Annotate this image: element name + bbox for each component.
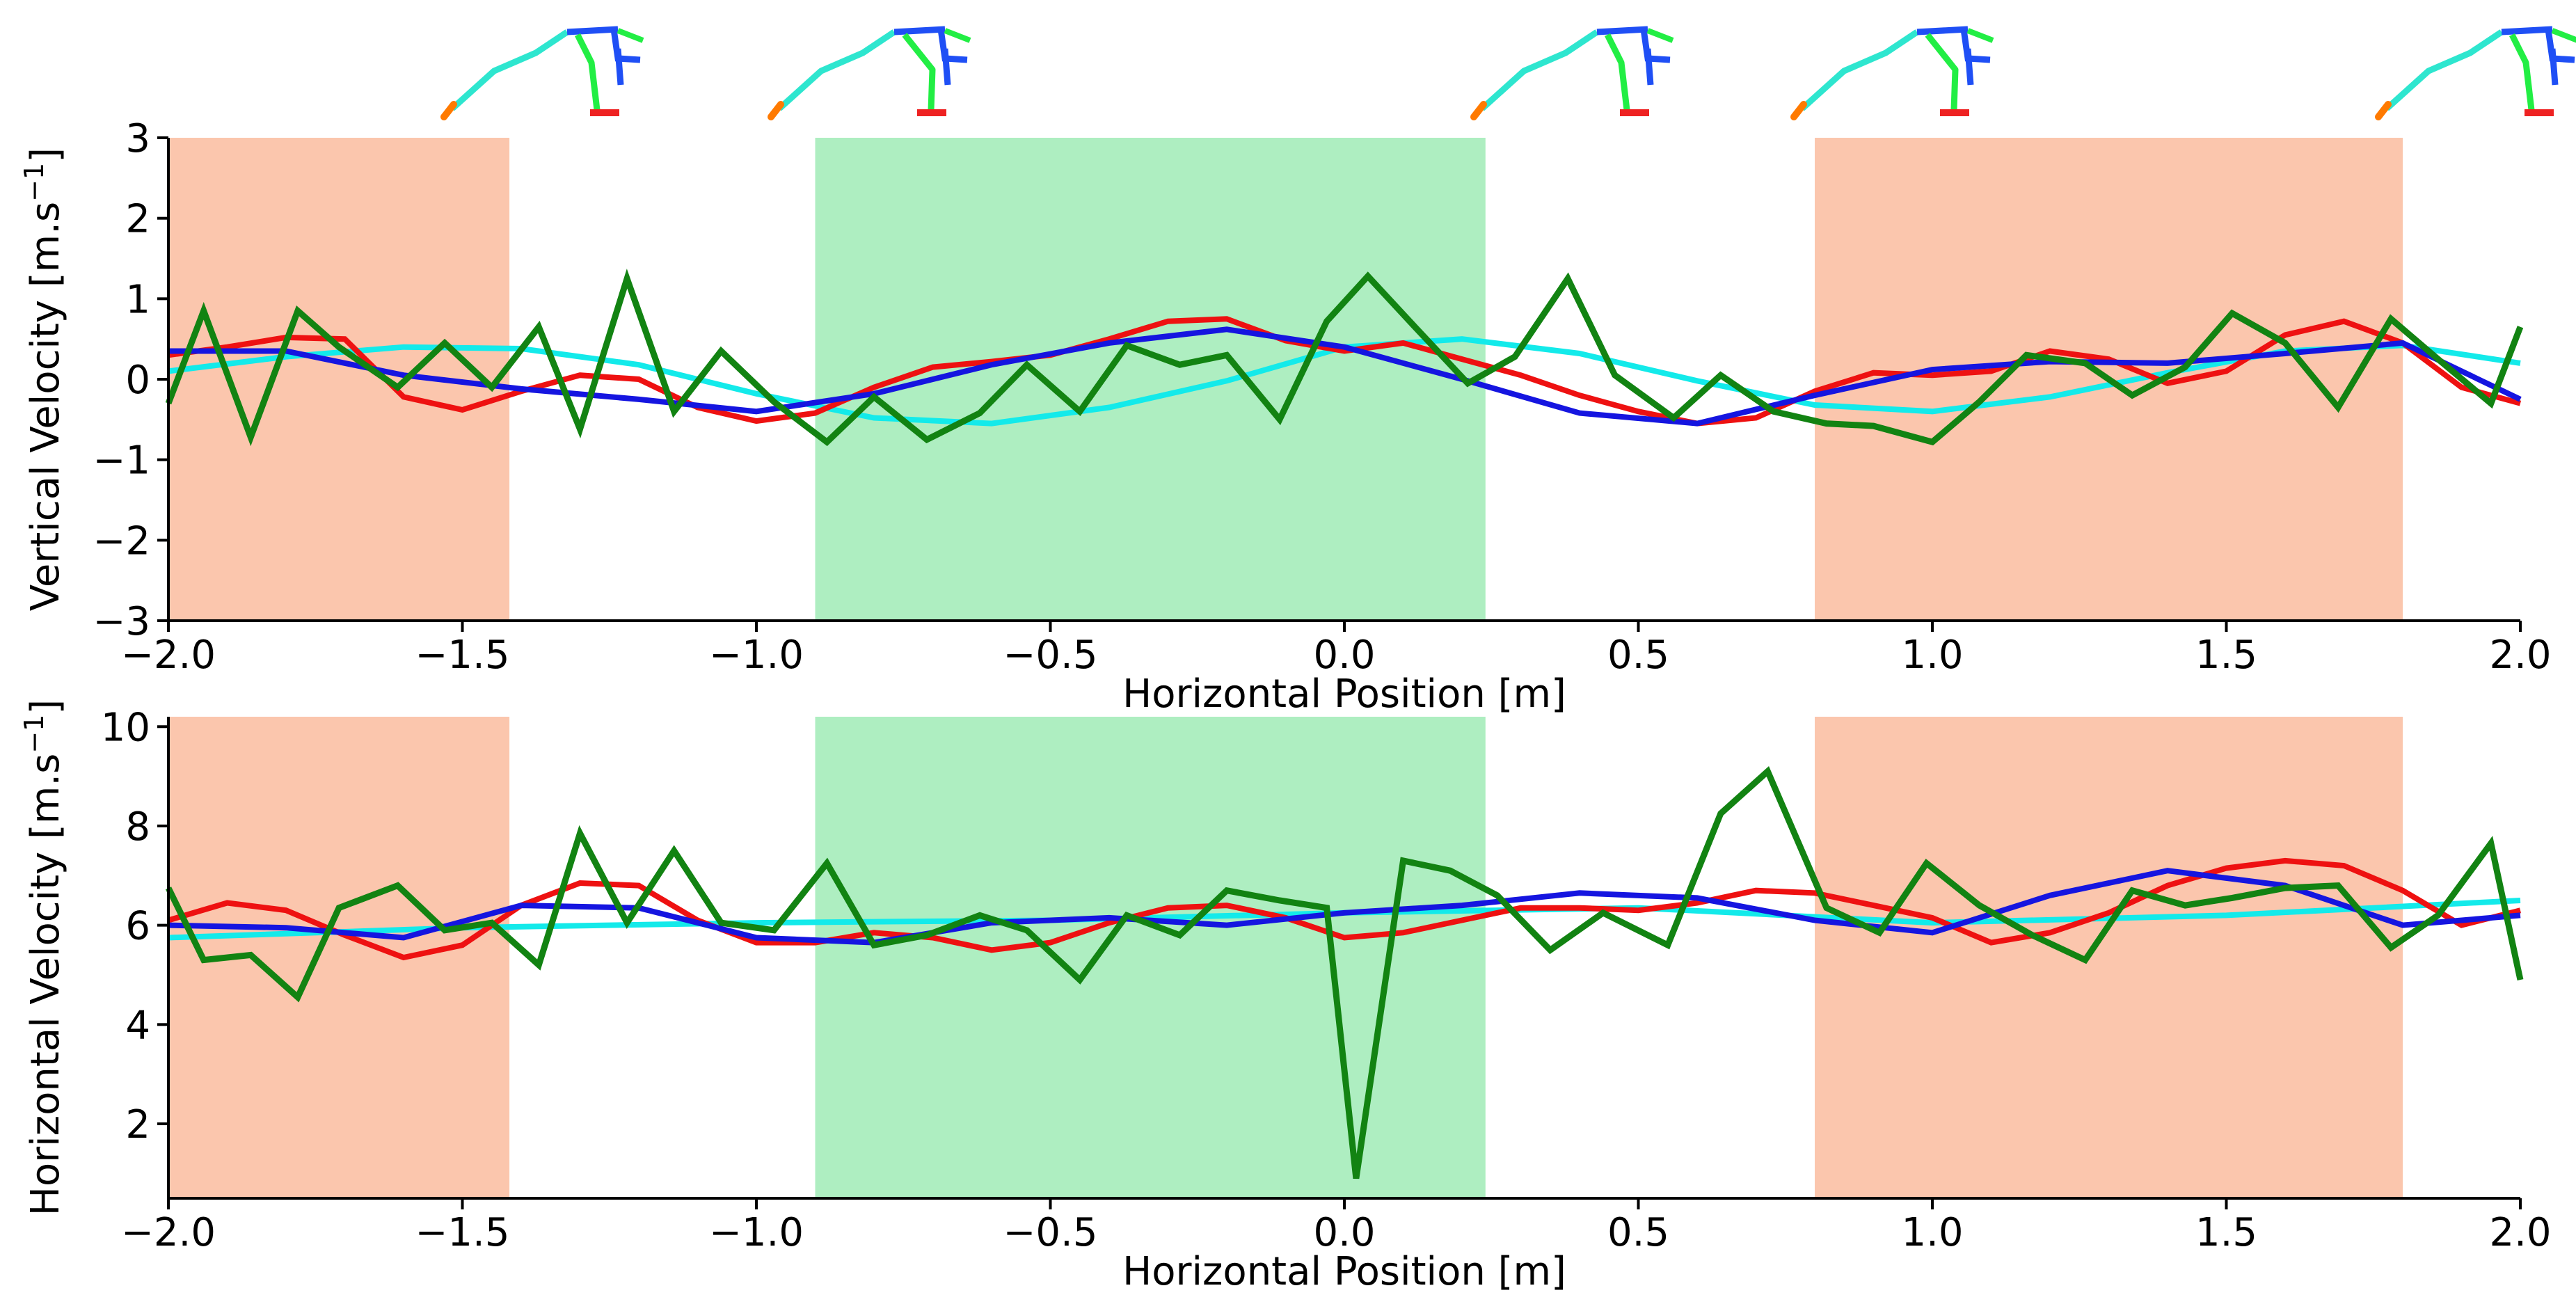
- x-tick-label: 2.0: [2489, 1210, 2551, 1255]
- y-tick-label: 2: [125, 197, 150, 242]
- y-axis-title-end: ]: [23, 148, 68, 163]
- x-tick-label: −1.5: [415, 1210, 510, 1255]
- x-tick-label: 1.5: [2195, 1210, 2257, 1255]
- series-group: [165, 269, 2524, 447]
- skeleton-pose-2-icon: [768, 26, 971, 120]
- stance-phase-band-2: [1815, 717, 2403, 1198]
- x-tick-label: 1.0: [1901, 633, 1963, 678]
- skeleton-pose-5-icon: [2375, 26, 2576, 120]
- axes-group: −2.0 −1.5 −1.0 −0.5 0.0 0.5 1.0 1.5 2.0 2 4 6 8 10: [101, 705, 2552, 1255]
- y-tick-label: 6: [125, 904, 150, 949]
- y-axis-title: Horizontal Velocity [m.s−1]: [19, 699, 68, 1216]
- x-tick-label: −1.0: [709, 633, 804, 678]
- x-tick-label: 0.0: [1313, 633, 1375, 678]
- y-axis-title-main: Vertical Velocity [m.s: [23, 202, 68, 611]
- x-tick-label: 2.0: [2489, 633, 2551, 678]
- phase-bands: [168, 138, 2403, 621]
- y-tick-label: 4: [125, 1003, 150, 1048]
- y-axis-title: Vertical Velocity [m.s−1]: [19, 148, 68, 611]
- y-tick-label: 10: [101, 705, 150, 750]
- y-tick-label: −3: [93, 599, 150, 644]
- horizontal-velocity-chart: −2.0 −1.5 −1.0 −0.5 0.0 0.5 1.0 1.5 2.0 2 4 6 8 10 Ho…: [19, 699, 2552, 1294]
- skeleton-pose-3-icon: [1470, 26, 1674, 120]
- vertical-velocity-chart: −2.0 −1.5 −1.0 −0.5 0.0 0.5 1.0 1.5 2.0 −3 −2 −1 0 1 2…: [19, 116, 2552, 717]
- x-tick-label: −0.5: [1003, 633, 1098, 678]
- y-axis-title-sup: −1: [19, 715, 49, 754]
- series-line-green: [165, 269, 2524, 447]
- y-tick-label: 8: [125, 804, 150, 850]
- skeleton-row: [440, 26, 2576, 120]
- y-tick-label: 0: [125, 358, 150, 403]
- axes-group: −2.0 −1.5 −1.0 −0.5 0.0 0.5 1.0 1.5 2.0 −3 −2 −1 0 1 2…: [93, 116, 2551, 678]
- x-tick-label: −0.5: [1003, 1210, 1098, 1255]
- y-axis-title-main: Horizontal Velocity [m.s: [23, 754, 68, 1216]
- y-tick-label: 1: [125, 277, 150, 322]
- x-tick-label: 0.5: [1607, 1210, 1669, 1255]
- x-tick-label: −1.0: [709, 1210, 804, 1255]
- x-tick-label: 1.0: [1901, 1210, 1963, 1255]
- series-line-green: [165, 765, 2524, 1179]
- x-tick-label: 1.5: [2195, 633, 2257, 678]
- skeleton-pose-4-icon: [1790, 26, 1994, 120]
- series-line-blue: [168, 326, 2522, 427]
- series-group: [165, 765, 2524, 1179]
- flight-phase-band-1: [815, 717, 1486, 1198]
- y-axis-title-end: ]: [23, 699, 68, 715]
- phase-bands: [168, 717, 2403, 1198]
- x-axis-title: Horizontal Position [m]: [1122, 1249, 1566, 1294]
- flight-phase-band-1: [815, 138, 1486, 621]
- y-tick-label: 3: [125, 116, 150, 161]
- x-tick-label: −1.5: [415, 633, 510, 678]
- x-tick-label: 0.5: [1607, 633, 1669, 678]
- skeleton-pose-1-icon: [440, 26, 644, 120]
- y-tick-label: −2: [93, 518, 150, 564]
- y-tick-label: −1: [93, 438, 150, 484]
- x-tick-label: −2.0: [121, 1210, 216, 1255]
- y-tick-label: 2: [125, 1102, 150, 1147]
- x-tick-label: −2.0: [121, 633, 216, 678]
- x-tick-label: 0.0: [1313, 1210, 1375, 1255]
- x-axis-title: Horizontal Position [m]: [1122, 672, 1566, 717]
- y-axis-title-sup: −1: [19, 163, 49, 202]
